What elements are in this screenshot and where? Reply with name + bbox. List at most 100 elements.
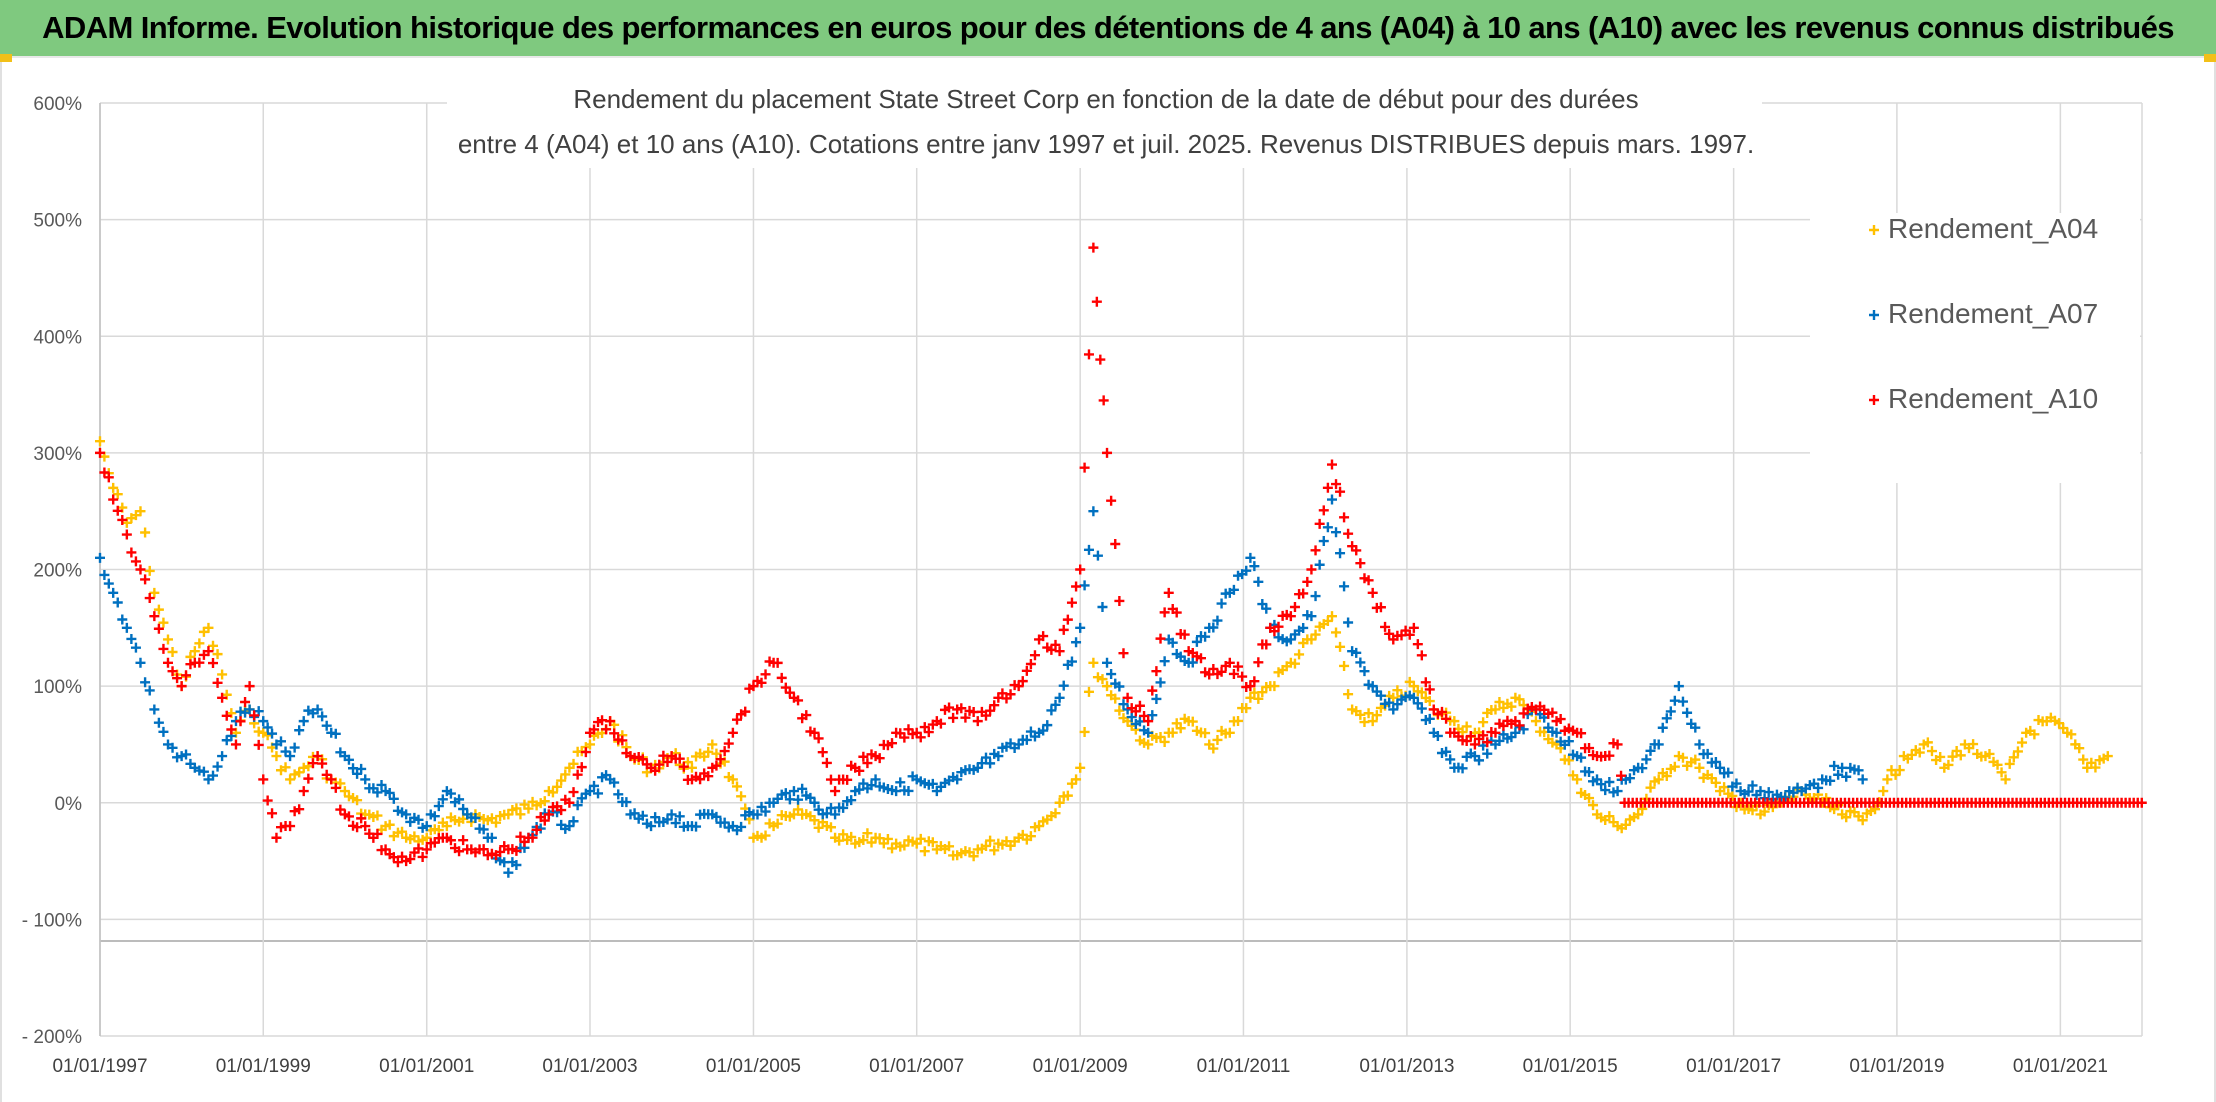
data-point [1130, 706, 1141, 717]
data-point [1857, 815, 1868, 826]
data-point [576, 762, 587, 773]
data-point [552, 781, 563, 792]
data-point [121, 622, 132, 633]
data-point [1600, 785, 1611, 796]
data-point [1212, 615, 1223, 626]
data-point [294, 767, 305, 778]
chart-title-line-1: Rendement du placement State Street Corp… [573, 84, 1638, 114]
data-point [1380, 621, 1391, 632]
data-point [1079, 726, 1090, 737]
data-point [731, 781, 742, 792]
data-point [666, 809, 677, 820]
data-point [212, 761, 223, 772]
data-point [384, 819, 395, 830]
data-point [1021, 665, 1032, 676]
data-point [194, 657, 205, 668]
data-point [298, 762, 309, 773]
data-point [1408, 692, 1419, 703]
x-tick-label: 01/01/2011 [1197, 1056, 1291, 1077]
data-point [1984, 748, 1995, 759]
data-point [1029, 650, 1040, 661]
legend-label: Rendement_A04 [1888, 213, 2098, 244]
data-point [1062, 790, 1073, 801]
data-point [772, 818, 783, 829]
data-point [1331, 627, 1342, 638]
data-point [1343, 689, 1354, 700]
data-point [1869, 395, 1879, 405]
data-point [1727, 790, 1738, 801]
data-point [1355, 558, 1366, 569]
data-point [1245, 552, 1256, 563]
data-point [303, 773, 314, 784]
data-point [736, 791, 747, 802]
data-point [289, 742, 300, 753]
data-point [376, 779, 387, 790]
data-point [2029, 729, 2040, 740]
data-point [1576, 752, 1587, 763]
data-point [1237, 671, 1248, 682]
data-point [674, 811, 685, 822]
data-point [989, 845, 1000, 856]
data-point [356, 813, 367, 824]
data-point [564, 797, 575, 808]
data-point [433, 801, 444, 812]
data-point [153, 623, 164, 634]
data-point [752, 809, 763, 820]
data-point [760, 830, 771, 841]
data-point [584, 786, 595, 797]
data-point [1075, 762, 1086, 773]
data-point [112, 597, 123, 608]
data-point [887, 738, 898, 749]
data-point [330, 728, 341, 739]
data-point [1355, 657, 1366, 668]
data-point [1071, 774, 1082, 785]
data-point [801, 710, 812, 721]
data-point [1384, 628, 1395, 639]
data-point [1833, 769, 1844, 780]
data-point [1046, 705, 1057, 716]
data-point [1813, 782, 1824, 793]
data-point [162, 657, 173, 668]
data-point [1106, 669, 1117, 680]
data-point [356, 763, 367, 774]
legend-item: Rendement_A04 [1869, 213, 2098, 244]
data-point [711, 760, 722, 771]
data-point [454, 846, 465, 857]
data-point [217, 669, 228, 680]
data-point [1596, 779, 1607, 790]
data-point [1461, 721, 1472, 732]
data-point [1322, 522, 1333, 533]
data-point [703, 771, 714, 782]
data-point [637, 810, 648, 821]
data-point [2136, 797, 2147, 808]
data-point [149, 587, 160, 598]
data-point [108, 494, 119, 505]
data-point [285, 751, 296, 762]
data-point [1388, 704, 1399, 715]
data-point [1083, 349, 1094, 360]
data-point [1318, 505, 1329, 516]
data-point [458, 804, 469, 815]
data-point [135, 506, 146, 517]
data-point [1588, 800, 1599, 811]
data-point [2078, 754, 2089, 765]
data-point [212, 649, 223, 660]
data-point [601, 724, 612, 735]
data-point [1690, 754, 1701, 765]
legend-item: Rendement_A10 [1869, 383, 2098, 414]
data-point [846, 795, 857, 806]
data-point [503, 867, 514, 878]
data-point [158, 726, 169, 737]
data-point [176, 681, 187, 692]
data-point [862, 758, 873, 769]
data-point [372, 810, 383, 821]
data-point [915, 732, 926, 743]
data-point [99, 569, 110, 580]
legend: Rendement_A04 Rendement_A07 Rendement_A10 [1810, 213, 2140, 483]
data-point [1947, 751, 1958, 762]
data-point [262, 795, 273, 806]
data-point [952, 774, 963, 785]
data-point [1441, 746, 1452, 757]
data-point [1665, 706, 1676, 717]
data-point [1584, 767, 1595, 778]
